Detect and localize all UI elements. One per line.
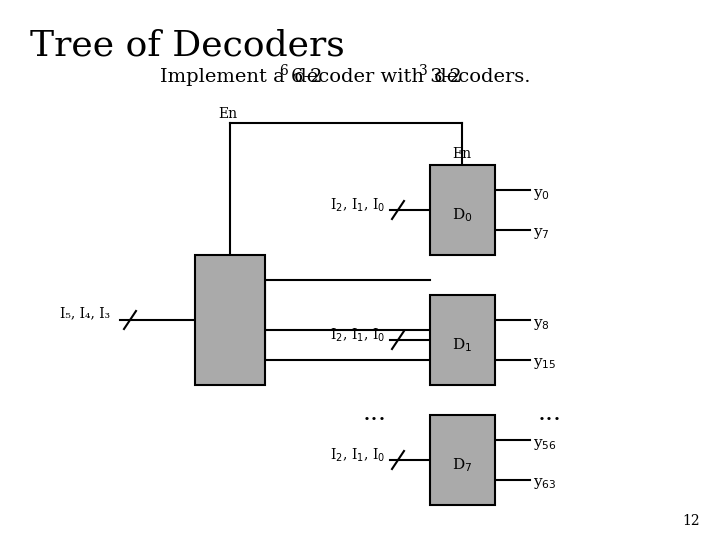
Text: y$_7$: y$_7$ — [533, 226, 549, 241]
Text: ...: ... — [538, 402, 562, 424]
Text: ...: ... — [363, 402, 387, 424]
Text: I$_2$, I$_1$, I$_0$: I$_2$, I$_1$, I$_0$ — [330, 197, 385, 214]
Text: y$_0$: y$_0$ — [533, 187, 550, 202]
Bar — [430, 165, 495, 255]
Text: y$_{56}$: y$_{56}$ — [533, 437, 557, 451]
Text: D$_1$: D$_1$ — [452, 336, 472, 354]
Text: I$_2$, I$_1$, I$_0$: I$_2$, I$_1$, I$_0$ — [330, 447, 385, 464]
Bar — [430, 295, 495, 385]
Text: 6: 6 — [279, 64, 288, 78]
Bar — [430, 415, 495, 505]
Text: decoder with 3-2: decoder with 3-2 — [288, 68, 462, 86]
Text: I₅, I₄, I₃: I₅, I₄, I₃ — [60, 306, 110, 320]
Text: y$_{63}$: y$_{63}$ — [533, 476, 557, 491]
Text: En: En — [218, 107, 237, 121]
Text: Tree of Decoders: Tree of Decoders — [30, 28, 345, 62]
Text: 12: 12 — [683, 514, 700, 528]
Text: I$_2$, I$_1$, I$_0$: I$_2$, I$_1$, I$_0$ — [330, 327, 385, 345]
Bar — [195, 255, 265, 385]
Text: D$_7$: D$_7$ — [452, 456, 472, 474]
Text: 3: 3 — [419, 64, 428, 78]
Text: D$_0$: D$_0$ — [451, 206, 472, 224]
Text: Implement a 6-2: Implement a 6-2 — [160, 68, 323, 86]
Text: y$_{15}$: y$_{15}$ — [533, 356, 557, 372]
Text: En: En — [452, 147, 471, 161]
Text: y$_8$: y$_8$ — [533, 316, 550, 332]
Text: decoders.: decoders. — [428, 68, 531, 86]
